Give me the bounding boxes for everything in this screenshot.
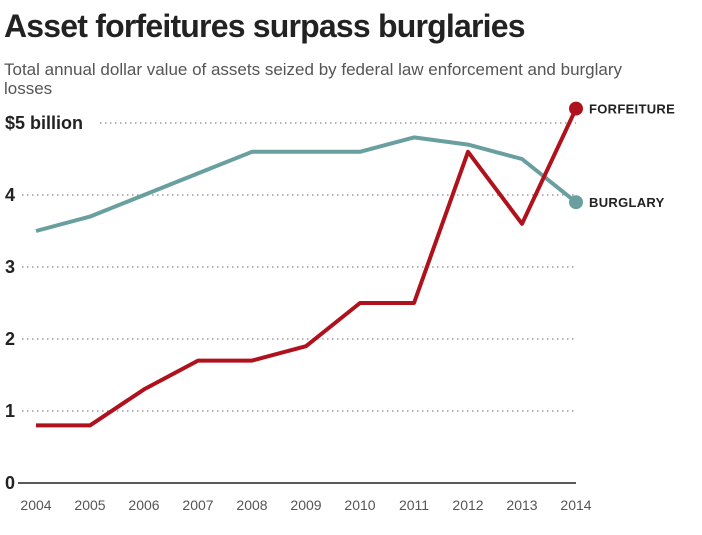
- x-tick-label-2005: 2005: [74, 497, 105, 513]
- y-tick-label-1: 1: [5, 401, 15, 421]
- y-tick-label-4: 4: [5, 185, 15, 205]
- y-tick-label-2: 2: [5, 329, 15, 349]
- x-tick-label-2008: 2008: [236, 497, 267, 513]
- y-tick-label-3: 3: [5, 257, 15, 277]
- x-tick-label-2012: 2012: [452, 497, 483, 513]
- chart-title: Asset forfeitures surpass burglaries: [4, 8, 526, 44]
- forfeiture-end-marker: [569, 101, 583, 116]
- y-tick-label-0: 0: [5, 473, 15, 493]
- x-tick-label-2009: 2009: [290, 497, 321, 513]
- x-tick-label-2006: 2006: [128, 497, 159, 513]
- x-tick-label-2004: 2004: [20, 497, 51, 513]
- y-tick-label-5: $5 billion: [5, 113, 83, 133]
- x-tick-label-2007: 2007: [182, 497, 213, 513]
- burglary-series-label: BURGLARY: [589, 195, 665, 210]
- forfeiture-series-label: FORFEITURE: [589, 102, 675, 117]
- burglary-series-line: [35, 135, 578, 233]
- x-tick-label-2013: 2013: [506, 497, 537, 513]
- x-tick-label-2014: 2014: [560, 497, 591, 513]
- x-tick-label-2010: 2010: [344, 497, 375, 513]
- chart-subtitle: Total annual dollar value of assets seiz…: [4, 60, 623, 98]
- x-tick-label-2011: 2011: [399, 497, 429, 513]
- burglary-end-marker: [569, 195, 583, 210]
